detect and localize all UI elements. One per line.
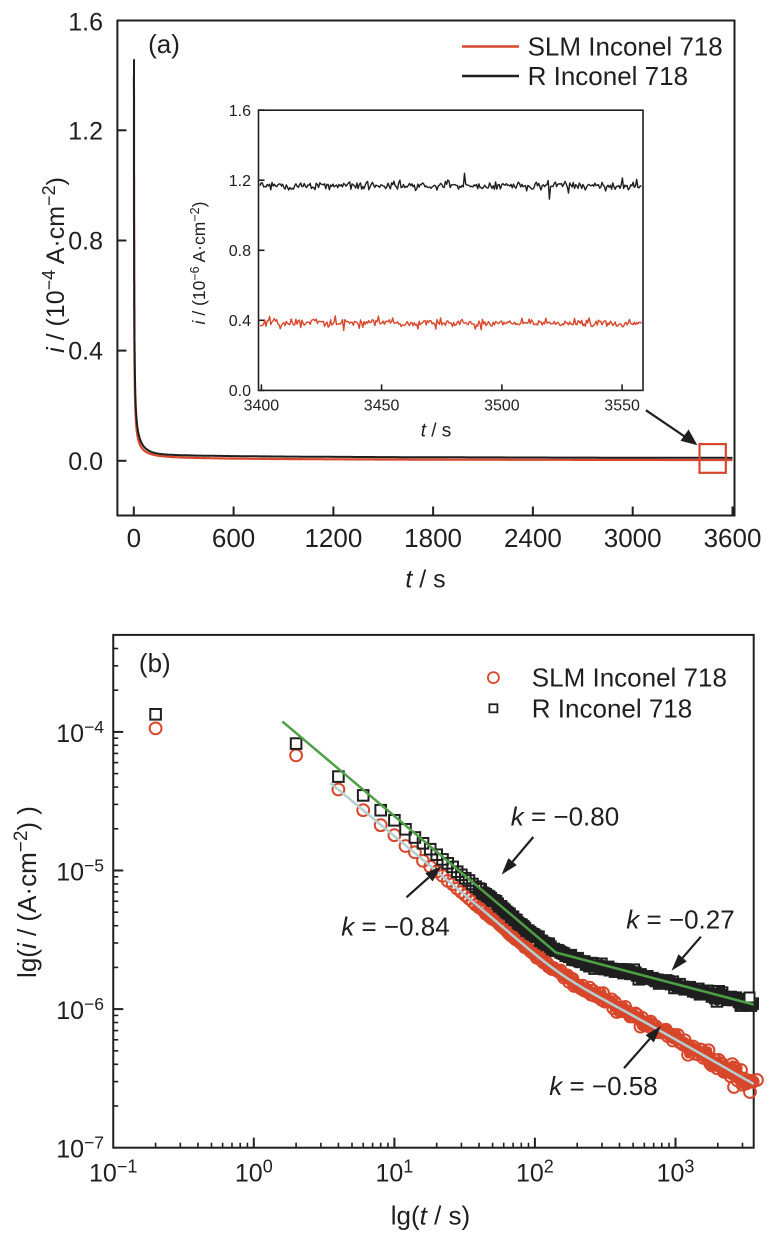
svg-text:10−1: 10−1 bbox=[89, 1157, 137, 1188]
svg-text:k = −0.80: k = −0.80 bbox=[511, 801, 619, 831]
svg-text:R Inconel 718: R Inconel 718 bbox=[528, 61, 688, 91]
svg-text:3400: 3400 bbox=[244, 398, 280, 415]
svg-text:t / s: t / s bbox=[405, 566, 445, 594]
svg-text:1200: 1200 bbox=[304, 523, 362, 553]
svg-text:1800: 1800 bbox=[404, 523, 462, 553]
svg-text:0: 0 bbox=[127, 523, 141, 553]
svg-text:lg(i / (A·cm−2) ): lg(i / (A·cm−2) ) bbox=[11, 806, 42, 978]
svg-text:i / (10−4 A·cm−2): i / (10−4 A·cm−2) bbox=[39, 177, 70, 353]
svg-text:(b): (b) bbox=[139, 648, 171, 678]
svg-text:1.6: 1.6 bbox=[68, 9, 103, 37]
svg-text:SLM Inconel 718: SLM Inconel 718 bbox=[532, 663, 727, 693]
svg-text:1.6: 1.6 bbox=[229, 103, 251, 120]
svg-text:t / s: t / s bbox=[421, 421, 452, 442]
svg-text:3000: 3000 bbox=[604, 523, 662, 553]
svg-text:k = −0.84: k = −0.84 bbox=[341, 912, 449, 942]
svg-text:1.2: 1.2 bbox=[68, 117, 103, 145]
svg-text:k = −0.27: k = −0.27 bbox=[626, 905, 734, 935]
svg-text:R Inconel 718: R Inconel 718 bbox=[532, 693, 692, 723]
svg-text:600: 600 bbox=[212, 523, 255, 553]
svg-text:lg(t / s): lg(t / s) bbox=[391, 1201, 470, 1231]
svg-text:3600: 3600 bbox=[704, 523, 762, 553]
svg-text:0.0: 0.0 bbox=[229, 383, 251, 400]
svg-text:1.2: 1.2 bbox=[229, 173, 251, 190]
svg-text:10−6: 10−6 bbox=[56, 994, 104, 1025]
svg-text:0.4: 0.4 bbox=[229, 313, 251, 330]
svg-text:3500: 3500 bbox=[484, 398, 520, 415]
svg-text:k = −0.58: k = −0.58 bbox=[549, 1071, 657, 1101]
svg-text:0.8: 0.8 bbox=[68, 228, 103, 256]
svg-text:3550: 3550 bbox=[604, 398, 640, 415]
svg-text:0.0: 0.0 bbox=[68, 448, 103, 476]
svg-text:(a): (a) bbox=[148, 29, 180, 59]
svg-text:10−5: 10−5 bbox=[56, 856, 104, 887]
svg-text:SLM Inconel 718: SLM Inconel 718 bbox=[528, 32, 723, 62]
svg-text:0.4: 0.4 bbox=[68, 338, 103, 366]
svg-text:0.8: 0.8 bbox=[229, 243, 251, 260]
svg-text:2400: 2400 bbox=[504, 523, 562, 553]
svg-text:i / (10−6 A·cm−2): i / (10−6 A·cm−2) bbox=[188, 202, 209, 325]
svg-text:10−7: 10−7 bbox=[56, 1133, 104, 1164]
svg-text:3450: 3450 bbox=[364, 398, 400, 415]
